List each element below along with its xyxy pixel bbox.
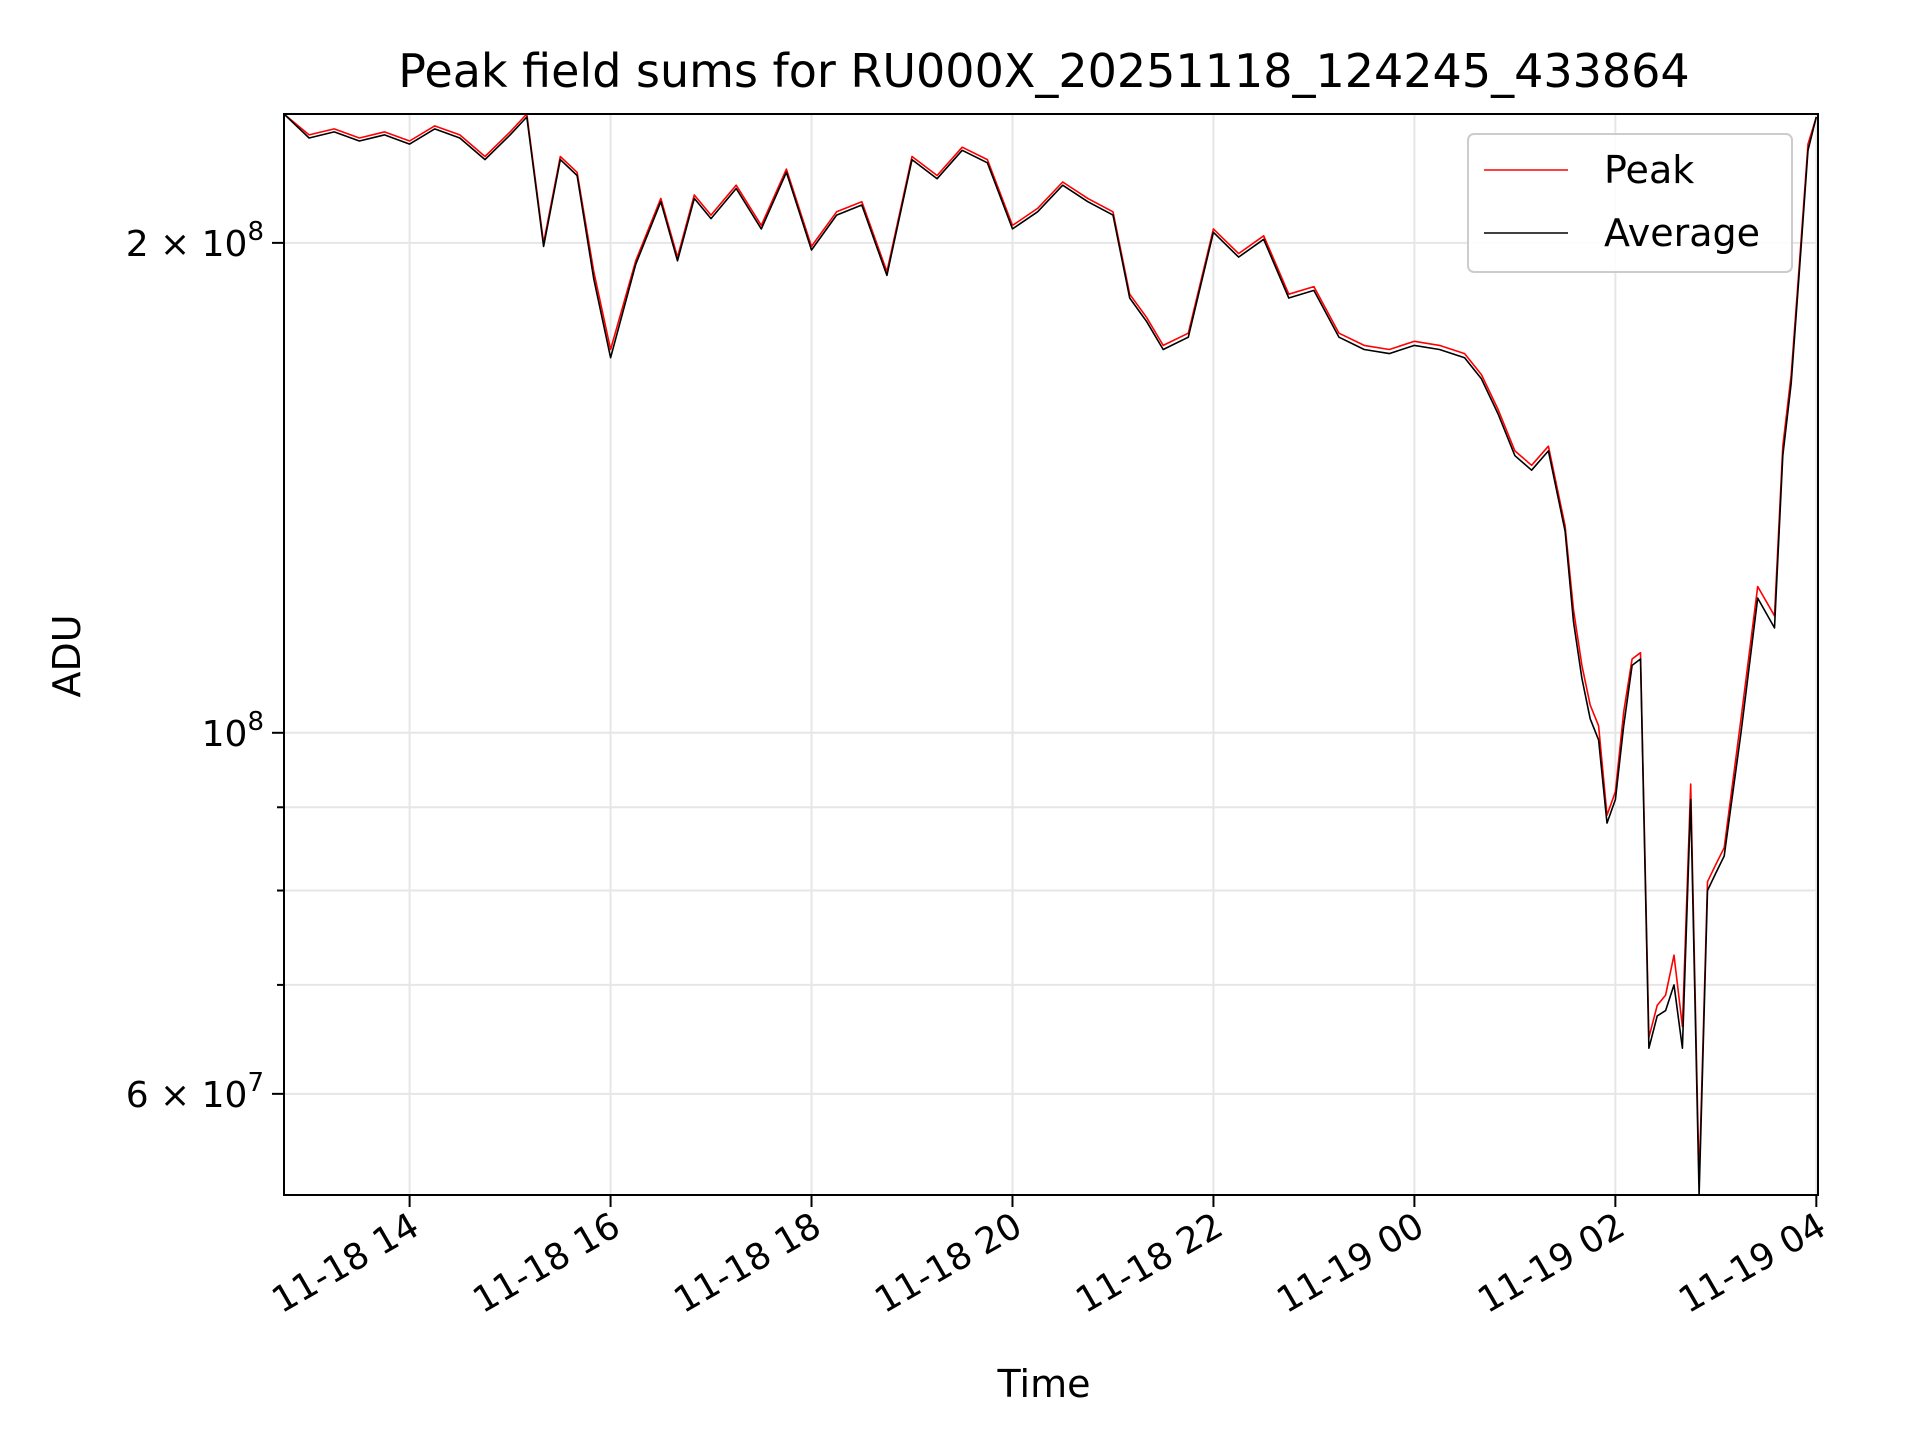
series-line-average: [284, 114, 1818, 1195]
series-line-peak: [284, 114, 1818, 1183]
y-tick-label: 2 × 108: [126, 217, 264, 265]
legend-label-average: Average: [1604, 211, 1760, 255]
y-tick-label: 108: [202, 707, 264, 755]
x-axis-label: Time: [997, 1362, 1091, 1406]
legend-label-peak: Peak: [1604, 148, 1694, 192]
y-axis-ticks: 6 × 107 108 2 × 108: [126, 217, 284, 1116]
legend-box: [1467, 133, 1793, 273]
y-axis-label: ADU: [45, 614, 89, 697]
chart-title: Peak field sums for RU000X_20251118_1242…: [398, 44, 1689, 98]
legend: Peak Average: [1467, 133, 1793, 273]
y-tick-label: 6 × 107: [126, 1068, 264, 1116]
axes-frame: [283, 113, 1819, 1196]
grid-lines: [284, 114, 1818, 1195]
series-lines: [284, 114, 1818, 1195]
